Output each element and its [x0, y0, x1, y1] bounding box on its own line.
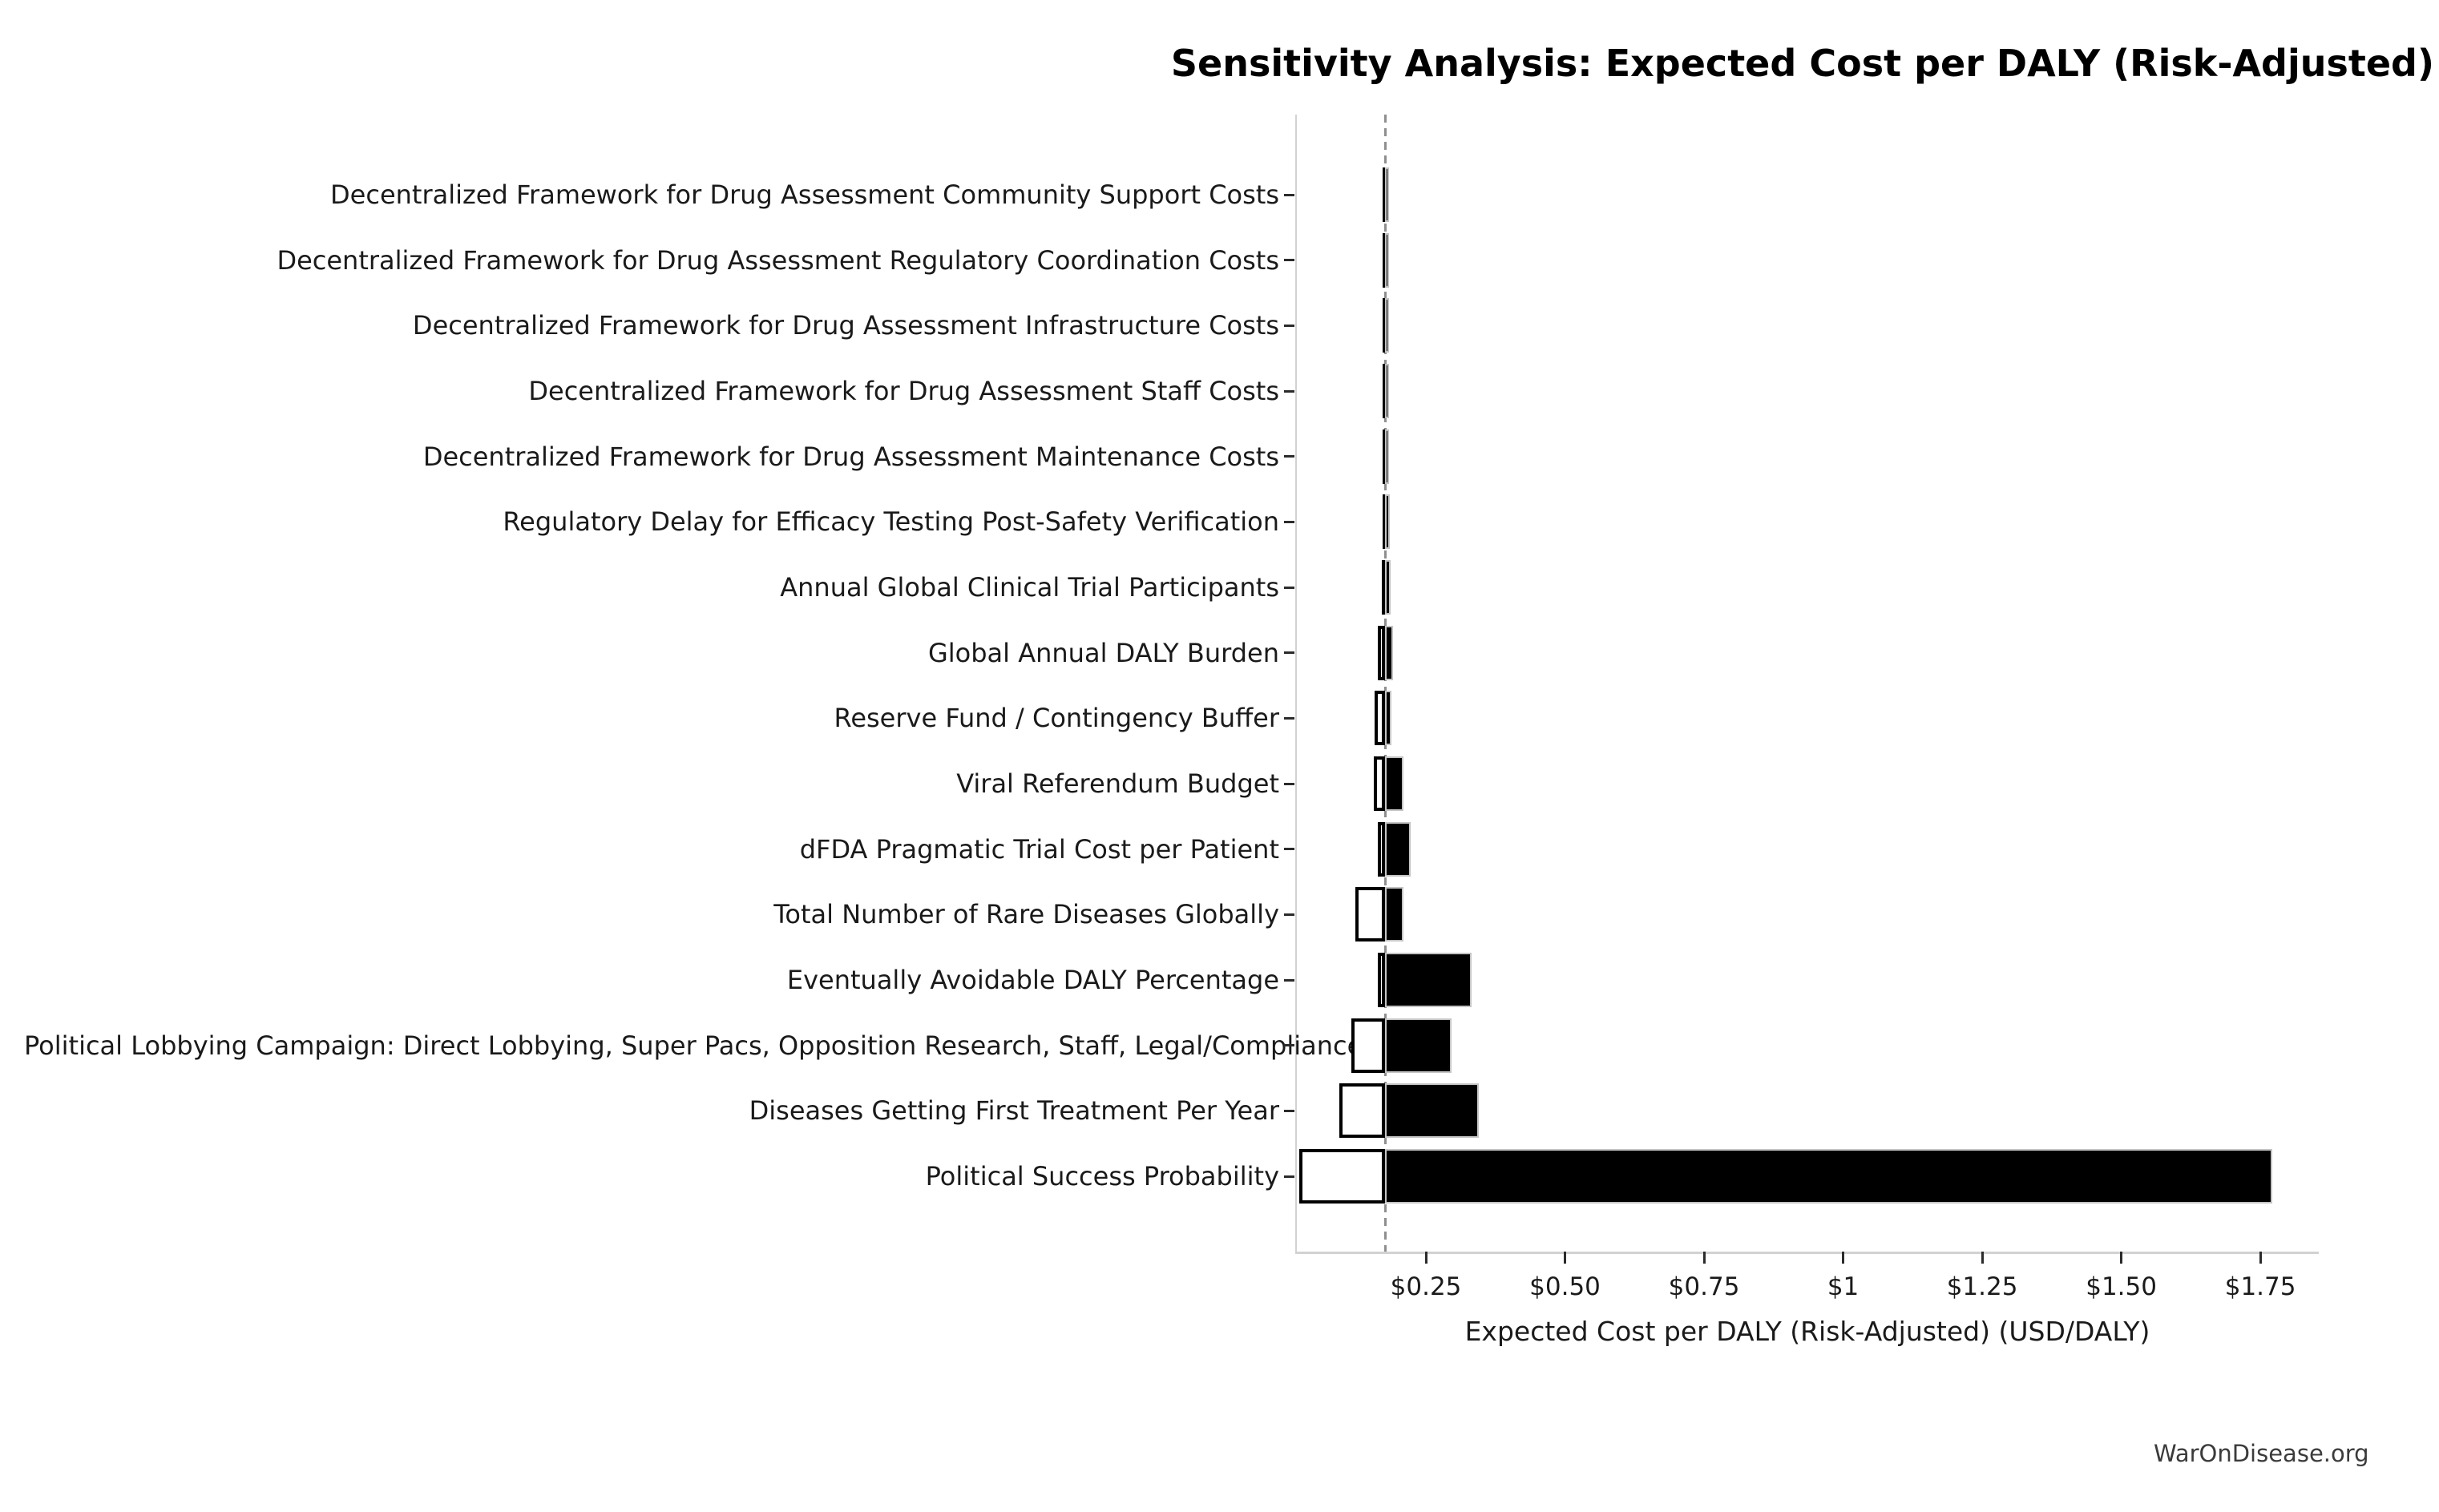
- bar-high-estimate: [1385, 887, 1403, 942]
- row-label: Decentralized Framework for Drug Assessm…: [277, 244, 1279, 276]
- row-label: Regulatory Delay for Efficacy Testing Po…: [503, 506, 1279, 538]
- row-label: Annual Global Clinical Trial Participant…: [780, 572, 1279, 603]
- y-tick-mark: [1284, 1175, 1294, 1178]
- x-tick-mark: [2120, 1252, 2123, 1264]
- y-axis-spine: [1295, 115, 1297, 1252]
- y-tick-mark: [1284, 1109, 1294, 1112]
- watermark-text: WarOnDisease.org: [2154, 1440, 2369, 1467]
- bar-high-estimate: [1385, 1083, 1479, 1139]
- y-tick-mark: [1284, 586, 1294, 589]
- bar-low-estimate: [1351, 1018, 1386, 1073]
- bar-low-estimate: [1375, 691, 1386, 746]
- x-axis-spine: [1295, 1252, 2319, 1254]
- x-tick-mark: [1842, 1252, 1845, 1264]
- y-tick-mark: [1284, 520, 1294, 523]
- row-label: dFDA Pragmatic Trial Cost per Patient: [799, 833, 1279, 865]
- row-label: Viral Referendum Budget: [956, 768, 1279, 800]
- y-tick-mark: [1284, 193, 1294, 196]
- bar-high-estimate: [1385, 691, 1391, 746]
- x-axis-label: Expected Cost per DALY (Risk-Adjusted) (…: [1464, 1316, 2150, 1347]
- bar-low-estimate: [1374, 756, 1386, 812]
- bar-high-estimate: [1385, 364, 1390, 418]
- y-tick-mark: [1284, 716, 1294, 720]
- x-tick-mark: [1564, 1252, 1567, 1264]
- bar-high-estimate: [1385, 1018, 1452, 1073]
- bar-high-estimate: [1385, 756, 1404, 812]
- bar-low-estimate: [1378, 625, 1386, 680]
- x-tick-label: $0.75: [1668, 1272, 1740, 1301]
- y-tick-mark: [1284, 848, 1294, 851]
- bar-low-estimate: [1378, 953, 1386, 1008]
- bar-high-estimate: [1385, 821, 1411, 877]
- row-label: Decentralized Framework for Drug Assessm…: [330, 179, 1279, 210]
- bar-high-estimate: [1385, 625, 1394, 680]
- row-label: Political Lobbying Campaign: Direct Lobb…: [24, 1030, 1363, 1061]
- y-tick-mark: [1284, 259, 1294, 262]
- y-tick-mark: [1284, 324, 1294, 327]
- y-tick-mark: [1284, 389, 1294, 393]
- row-label: Decentralized Framework for Drug Assessm…: [422, 441, 1279, 472]
- bar-high-estimate: [1385, 560, 1391, 615]
- plot-area: [1297, 115, 2319, 1252]
- x-tick-label: $0.25: [1390, 1272, 1462, 1301]
- bar-high-estimate: [1385, 494, 1390, 550]
- x-tick-label: $1: [1827, 1272, 1860, 1301]
- bar-high-estimate: [1385, 429, 1390, 484]
- x-tick-label: $1.25: [1946, 1272, 2018, 1301]
- chart-title: Sensitivity Analysis: Expected Cost per …: [1170, 42, 2434, 85]
- row-label: Eventually Avoidable DALY Percentage: [786, 965, 1279, 996]
- x-tick-label: $0.50: [1529, 1272, 1601, 1301]
- row-label: Decentralized Framework for Drug Assessm…: [412, 310, 1279, 341]
- y-tick-mark: [1284, 651, 1294, 655]
- x-tick-label: $1.75: [2224, 1272, 2296, 1301]
- bar-high-estimate: [1385, 298, 1390, 353]
- baseline-dashed-line: [1383, 115, 1387, 1252]
- bar-low-estimate: [1378, 821, 1386, 877]
- y-tick-mark: [1284, 978, 1294, 982]
- bar-high-estimate: [1385, 167, 1390, 222]
- bar-low-estimate: [1298, 1149, 1386, 1204]
- bar-high-estimate: [1385, 1149, 2273, 1204]
- bar-high-estimate: [1385, 232, 1390, 288]
- x-tick-mark: [2259, 1252, 2262, 1264]
- bar-low-estimate: [1339, 1083, 1386, 1139]
- x-tick-mark: [1702, 1252, 1706, 1264]
- bar-high-estimate: [1385, 953, 1472, 1008]
- row-label: Diseases Getting First Treatment Per Yea…: [749, 1095, 1279, 1127]
- bar-low-estimate: [1355, 887, 1386, 942]
- row-label: Decentralized Framework for Drug Assessm…: [528, 376, 1279, 406]
- y-tick-mark: [1284, 1044, 1294, 1047]
- y-tick-mark: [1284, 913, 1294, 916]
- y-tick-mark: [1284, 455, 1294, 458]
- row-label: Global Annual DALY Burden: [927, 637, 1279, 668]
- x-tick-label: $1.50: [2086, 1272, 2157, 1301]
- x-tick-mark: [1981, 1252, 1984, 1264]
- row-label: Political Success Probability: [925, 1161, 1279, 1192]
- y-tick-mark: [1284, 782, 1294, 785]
- row-label: Reserve Fund / Contingency Buffer: [834, 703, 1279, 734]
- x-tick-mark: [1424, 1252, 1427, 1264]
- row-label: Total Number of Rare Diseases Globally: [773, 899, 1279, 930]
